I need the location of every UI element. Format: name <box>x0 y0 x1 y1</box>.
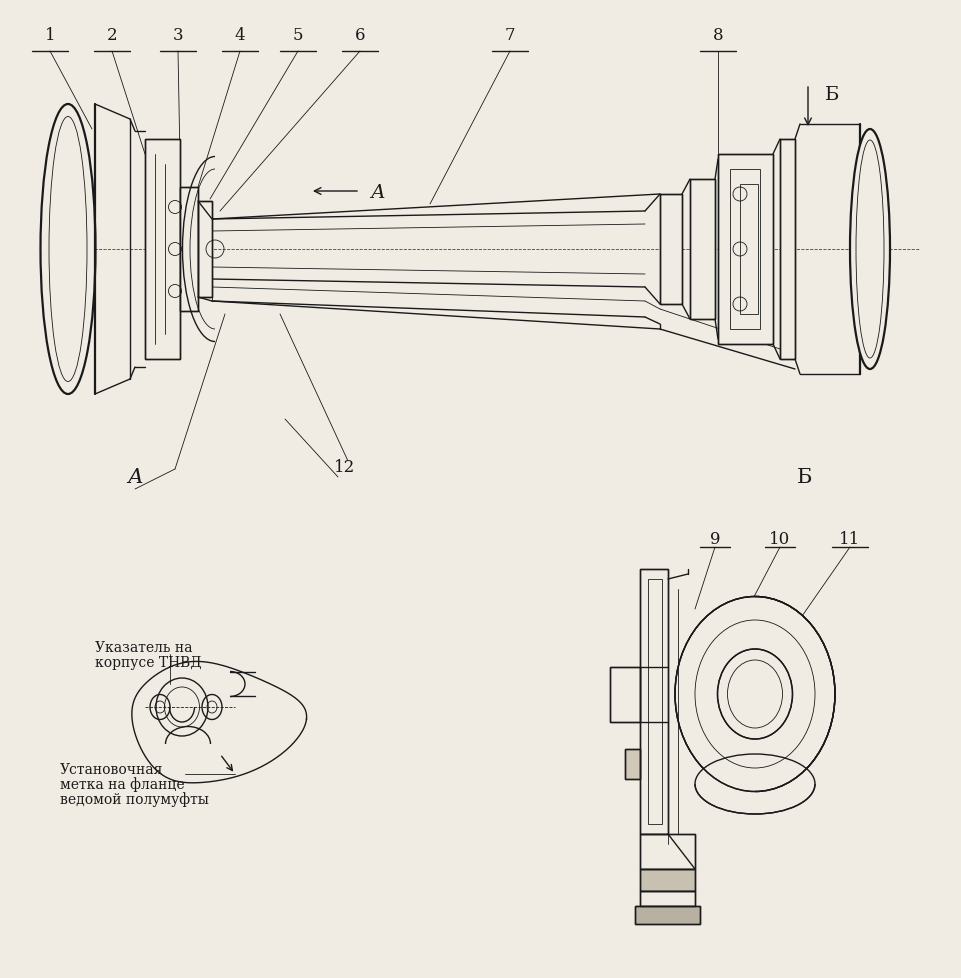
Bar <box>718 155 773 344</box>
Bar <box>640 834 695 869</box>
Text: 12: 12 <box>334 459 356 476</box>
Bar <box>648 579 662 824</box>
Bar <box>180 188 198 312</box>
Bar <box>640 569 668 834</box>
Text: 9: 9 <box>710 531 720 548</box>
Text: 6: 6 <box>355 26 365 43</box>
Bar <box>635 906 700 924</box>
Text: корпусе ТНВД: корпусе ТНВД <box>95 655 202 669</box>
Bar <box>718 155 773 344</box>
Text: 7: 7 <box>505 26 515 43</box>
Text: Указатель на: Указатель на <box>95 641 192 654</box>
Bar <box>660 195 682 305</box>
Bar <box>635 906 700 924</box>
Bar <box>690 180 715 320</box>
Text: 2: 2 <box>107 26 117 43</box>
Bar <box>690 180 715 320</box>
Ellipse shape <box>718 649 793 739</box>
Bar <box>640 869 695 891</box>
Bar <box>145 140 180 360</box>
Text: А: А <box>127 468 143 487</box>
Bar <box>780 140 795 360</box>
Bar <box>640 891 695 906</box>
Text: 10: 10 <box>770 531 791 548</box>
Ellipse shape <box>40 105 95 394</box>
Bar <box>610 667 640 723</box>
Text: 1: 1 <box>45 26 56 43</box>
Text: Б: Б <box>798 468 813 487</box>
Bar <box>640 569 668 834</box>
Text: 11: 11 <box>839 531 861 548</box>
Bar <box>610 667 640 723</box>
Ellipse shape <box>675 597 835 791</box>
Text: метка на фланце: метка на фланце <box>60 777 185 791</box>
Bar <box>640 891 695 906</box>
Text: Установочная: Установочная <box>60 762 163 777</box>
Bar <box>180 188 198 312</box>
Bar <box>730 170 760 330</box>
Bar <box>145 140 180 360</box>
Text: 8: 8 <box>713 26 724 43</box>
Bar <box>640 869 695 891</box>
Bar <box>625 749 640 779</box>
Ellipse shape <box>695 754 815 814</box>
Text: Б: Б <box>825 86 839 104</box>
Bar <box>740 185 758 315</box>
Text: 5: 5 <box>293 26 304 43</box>
Text: ведомой полумуфты: ведомой полумуфты <box>60 792 209 807</box>
Text: А: А <box>371 184 385 201</box>
Ellipse shape <box>850 130 890 370</box>
Bar <box>198 201 212 297</box>
Bar <box>625 749 640 779</box>
Bar <box>640 834 695 869</box>
Text: 4: 4 <box>234 26 245 43</box>
Bar <box>198 201 212 297</box>
Bar <box>660 195 682 305</box>
Bar <box>780 140 795 360</box>
Text: 3: 3 <box>173 26 184 43</box>
